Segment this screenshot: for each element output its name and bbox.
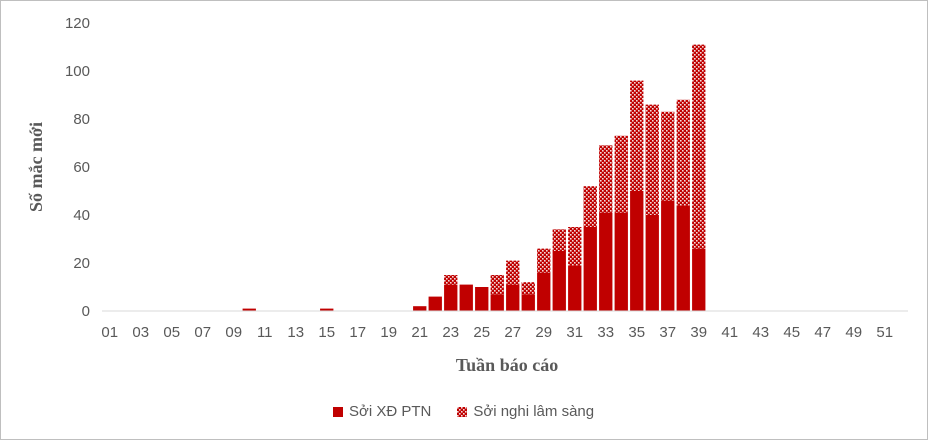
y-tick-labels: 0 20 40 60 80 100 120 [65,15,90,320]
bar-confirmed-week-27 [506,284,520,311]
y-tick-label: 20 [73,255,90,272]
bar-suspected-week-29 [537,248,551,273]
legend-label-suspected: Sởi nghi lâm sàng [473,403,595,420]
x-tick-label: 07 [194,324,211,341]
bar-confirmed-week-26 [490,294,504,311]
bar-confirmed-week-10 [242,308,256,311]
x-tick-label: 17 [349,324,366,341]
bar-confirmed-week-32 [583,227,597,311]
y-tick-label: 80 [73,111,90,128]
bar-suspected-week-33 [599,145,613,213]
x-tick-label: 49 [845,324,862,341]
bar-confirmed-week-33 [599,212,613,311]
bar-confirmed-week-34 [614,212,628,311]
bar-suspected-week-35 [630,80,644,191]
bar-confirmed-week-29 [537,272,551,311]
x-tick-label: 01 [101,324,118,341]
bar-confirmed-week-39 [692,248,706,311]
bar-suspected-week-28 [521,282,535,295]
x-tick-label: 45 [783,324,800,341]
bar-suspected-week-37 [661,111,675,201]
x-tick-label: 29 [535,324,552,341]
bar-confirmed-week-25 [475,287,489,311]
x-tick-label: 05 [163,324,180,341]
legend: Sởi XĐ PTN Sởi nghi lâm sàng [333,403,620,420]
bar-confirmed-week-21 [413,306,427,311]
x-tick-label: 43 [752,324,769,341]
x-axis-title: Tuần báo cáo [456,355,558,375]
bar-suspected-week-36 [645,104,659,215]
legend-swatch-dotted [457,406,468,417]
bar-confirmed-week-22 [428,296,442,311]
x-tick-label: 25 [473,324,490,341]
x-tick-label: 35 [628,324,645,341]
bar-confirmed-week-28 [521,294,535,311]
x-tick-label: 03 [132,324,149,341]
x-tick-label: 19 [380,324,397,341]
y-tick-label: 120 [65,15,90,32]
x-tick-label: 23 [442,324,459,341]
y-tick-label: 100 [65,63,90,80]
bar-suspected-week-34 [614,135,628,213]
bar-suspected-week-27 [506,260,520,285]
bar-suspected-week-39 [692,44,706,249]
y-tick-label: 60 [73,159,90,176]
bar-suspected-week-30 [552,229,566,251]
x-tick-label: 37 [659,324,676,341]
x-tick-label: 51 [876,324,893,341]
bar-confirmed-week-30 [552,251,566,311]
bar-suspected-week-32 [583,186,597,227]
x-tick-label: 39 [690,324,707,341]
bar-confirmed-week-38 [676,205,690,311]
bar-confirmed-week-24 [459,284,473,311]
bar-confirmed-week-37 [661,200,675,311]
bar-confirmed-week-31 [568,265,582,311]
bar-confirmed-week-15 [320,308,334,311]
x-tick-label: 09 [225,324,242,341]
bars-group [242,44,706,311]
x-tick-label: 33 [597,324,614,341]
y-tick-label: 40 [73,207,90,224]
x-tick-label: 27 [504,324,521,341]
bar-suspected-week-38 [676,99,690,206]
x-tick-label: 47 [814,324,831,341]
legend-label-confirmed: Sởi XĐ PTN [349,403,432,420]
x-tick-label: 13 [287,324,304,341]
y-axis-title: Số mắc mới [26,122,46,212]
bar-suspected-week-31 [568,227,582,266]
bar-suspected-week-23 [444,275,458,285]
x-tick-label: 21 [411,324,428,341]
x-tick-labels: 01 03 05 07 09 11 13 15 17 19 21 23 25 27 29 31 33 35 37 39… [101,324,893,341]
x-tick-label: 15 [318,324,335,341]
x-tick-label: 11 [257,324,273,341]
x-tick-label: 31 [566,324,583,341]
bar-confirmed-week-36 [645,215,659,311]
legend-item-confirmed: Sởi XĐ PTN [333,403,431,420]
bar-confirmed-week-35 [630,191,644,311]
bar-suspected-week-26 [490,275,504,295]
legend-swatch-solid [333,406,343,417]
legend-item-suspected: Sởi nghi lâm sàng [457,403,594,420]
x-tick-label: 41 [721,324,738,341]
y-tick-label: 0 [82,303,90,320]
bar-confirmed-week-23 [444,284,458,311]
